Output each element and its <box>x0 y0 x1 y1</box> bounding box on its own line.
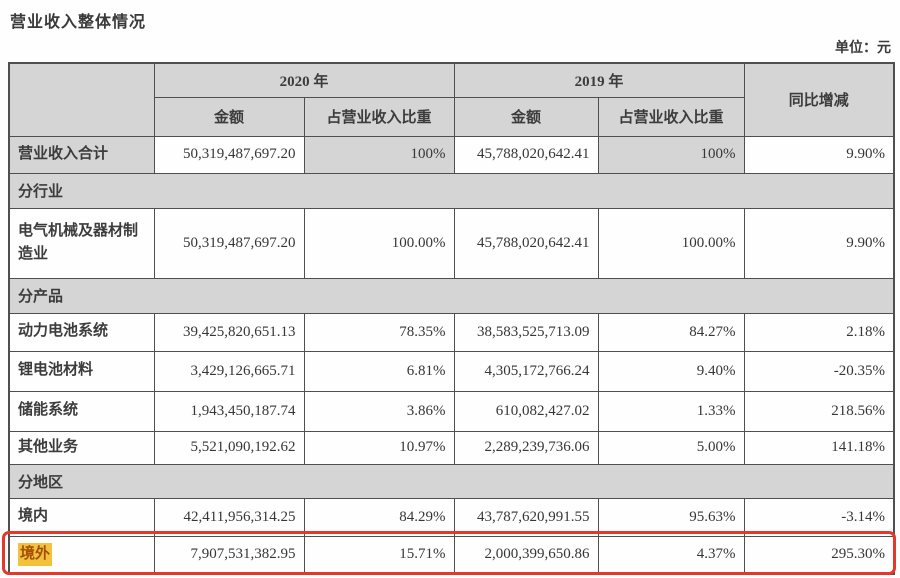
amount-2019-header: 金额 <box>453 96 599 137</box>
section-label: 分产品 <box>8 277 895 314</box>
row-label: 其他业务 <box>8 430 155 465</box>
table-row: 其他业务 5,521,090,192.62 10.97% 2,289,239,736.… <box>8 430 895 465</box>
share-2019-cell: 1.33% <box>597 390 745 432</box>
table-row: 境内 42,411,956,314.25 84.29% 43,787,620,991.… <box>8 497 895 537</box>
table-row: 动力电池系统 39,425,820,651.13 78.35% 38,583,525,… <box>8 312 895 352</box>
year-2020-header: 2020 年 <box>153 62 455 98</box>
yoy-cell: -3.14% <box>743 497 895 537</box>
share-2020-header: 占营业收入比重 <box>303 96 455 137</box>
table-row: 境外 7,907,531,382.95 15.71% 2,000,399,650.86… <box>8 535 895 575</box>
amount-2019-cell: 45,788,020,642.41 <box>453 135 599 174</box>
amount-2019-cell: 2,000,399,650.86 <box>453 535 599 575</box>
page-title: 营业收入整体情况 <box>10 14 147 31</box>
amount-2020-cell: 42,411,956,314.25 <box>153 497 305 537</box>
yoy-cell: 9.90% <box>743 207 895 279</box>
share-2020-cell: 3.86% <box>303 390 455 432</box>
row-label: 锂电池材料 <box>8 350 155 392</box>
row-label: 境内 <box>8 497 155 537</box>
table-body: 营业收入合计 50,319,487,697.20 100% 45,788,020,64… <box>8 135 895 575</box>
table-row: 电气机械及器材制造业 50,319,487,697.20 100.00% 45,788… <box>8 207 895 279</box>
amount-2019-cell: 43,787,620,991.55 <box>453 497 599 537</box>
yoy-header: 同比增减 <box>743 62 895 137</box>
header-row-years: 2020 年 2019 年 同比增减 <box>8 62 895 137</box>
yoy-cell: 141.18% <box>743 430 895 465</box>
amount-2019-cell: 4,305,172,766.24 <box>453 350 599 392</box>
yoy-cell: -20.35% <box>743 350 895 392</box>
amount-2020-cell: 50,319,487,697.20 <box>153 135 305 174</box>
unit-label: 单位：元 <box>835 41 891 56</box>
share-2020-cell: 6.81% <box>303 350 455 392</box>
amount-2019-cell: 38,583,525,713.09 <box>453 312 599 352</box>
share-2020-cell: 100.00% <box>303 207 455 279</box>
share-2019-cell: 9.40% <box>597 350 745 392</box>
share-2020-cell: 10.97% <box>303 430 455 465</box>
amount-2020-cell: 7,907,531,382.95 <box>153 535 305 575</box>
amount-2020-cell: 50,319,487,697.20 <box>153 207 305 279</box>
table-row: 储能系统 1,943,450,187.74 3.86% 610,082,427.02 1… <box>8 390 895 432</box>
amount-2019-cell: 2,289,239,736.06 <box>453 430 599 465</box>
table-row: 锂电池材料 3,429,126,665.71 6.81% 4,305,172,766.… <box>8 350 895 392</box>
amount-2020-header: 金额 <box>153 96 305 137</box>
section-row: 分行业 <box>8 172 895 209</box>
share-2020-cell: 84.29% <box>303 497 455 537</box>
section-label: 分行业 <box>8 172 895 209</box>
row-label: 储能系统 <box>8 390 155 432</box>
amount-2020-cell: 1,943,450,187.74 <box>153 390 305 432</box>
share-2019-cell: 5.00% <box>597 430 745 465</box>
highlighted-row-label: 境外 <box>18 543 53 567</box>
header-row-metrics: 金额 占营业收入比重 金额 占营业收入比重 <box>9 96 894 137</box>
row-label: 电气机械及器材制造业 <box>8 207 155 279</box>
share-2020-cell: 100% <box>303 135 455 174</box>
amount-2020-cell: 3,429,126,665.71 <box>153 350 305 392</box>
amount-2019-cell: 45,788,020,642.41 <box>453 207 599 279</box>
corner-blank-cell <box>8 62 155 137</box>
amount-2020-cell: 5,521,090,192.62 <box>153 430 305 465</box>
table-row: 营业收入合计 50,319,487,697.20 100% 45,788,020,64… <box>8 135 895 174</box>
share-2020-cell: 15.71% <box>303 535 455 575</box>
amount-2019-cell: 610,082,427.02 <box>453 390 599 432</box>
share-2019-cell: 84.27% <box>597 312 745 352</box>
share-2019-cell: 100% <box>597 135 745 174</box>
yoy-cell: 295.30% <box>743 535 895 575</box>
revenue-table: 2020 年 2019 年 同比增减 金额 占营业收入比重 金额 占营业收入比重… <box>8 62 896 575</box>
share-2019-cell: 95.63% <box>597 497 745 537</box>
yoy-cell: 2.18% <box>743 312 895 352</box>
row-label: 营业收入合计 <box>8 135 155 174</box>
yoy-cell: 218.56% <box>743 390 895 432</box>
share-2019-cell: 100.00% <box>597 207 745 279</box>
share-2019-cell: 4.37% <box>597 535 745 575</box>
yoy-cell: 9.90% <box>743 135 895 174</box>
share-2019-header: 占营业收入比重 <box>597 96 745 137</box>
row-label: 境外 <box>8 535 155 575</box>
section-row: 分地区 <box>8 463 895 499</box>
row-label: 动力电池系统 <box>8 312 155 352</box>
section-row: 分产品 <box>8 277 895 314</box>
share-2020-cell: 78.35% <box>303 312 455 352</box>
year-2019-header: 2019 年 <box>453 62 745 98</box>
amount-2020-cell: 39,425,820,651.13 <box>153 312 305 352</box>
section-label: 分地区 <box>8 463 895 499</box>
